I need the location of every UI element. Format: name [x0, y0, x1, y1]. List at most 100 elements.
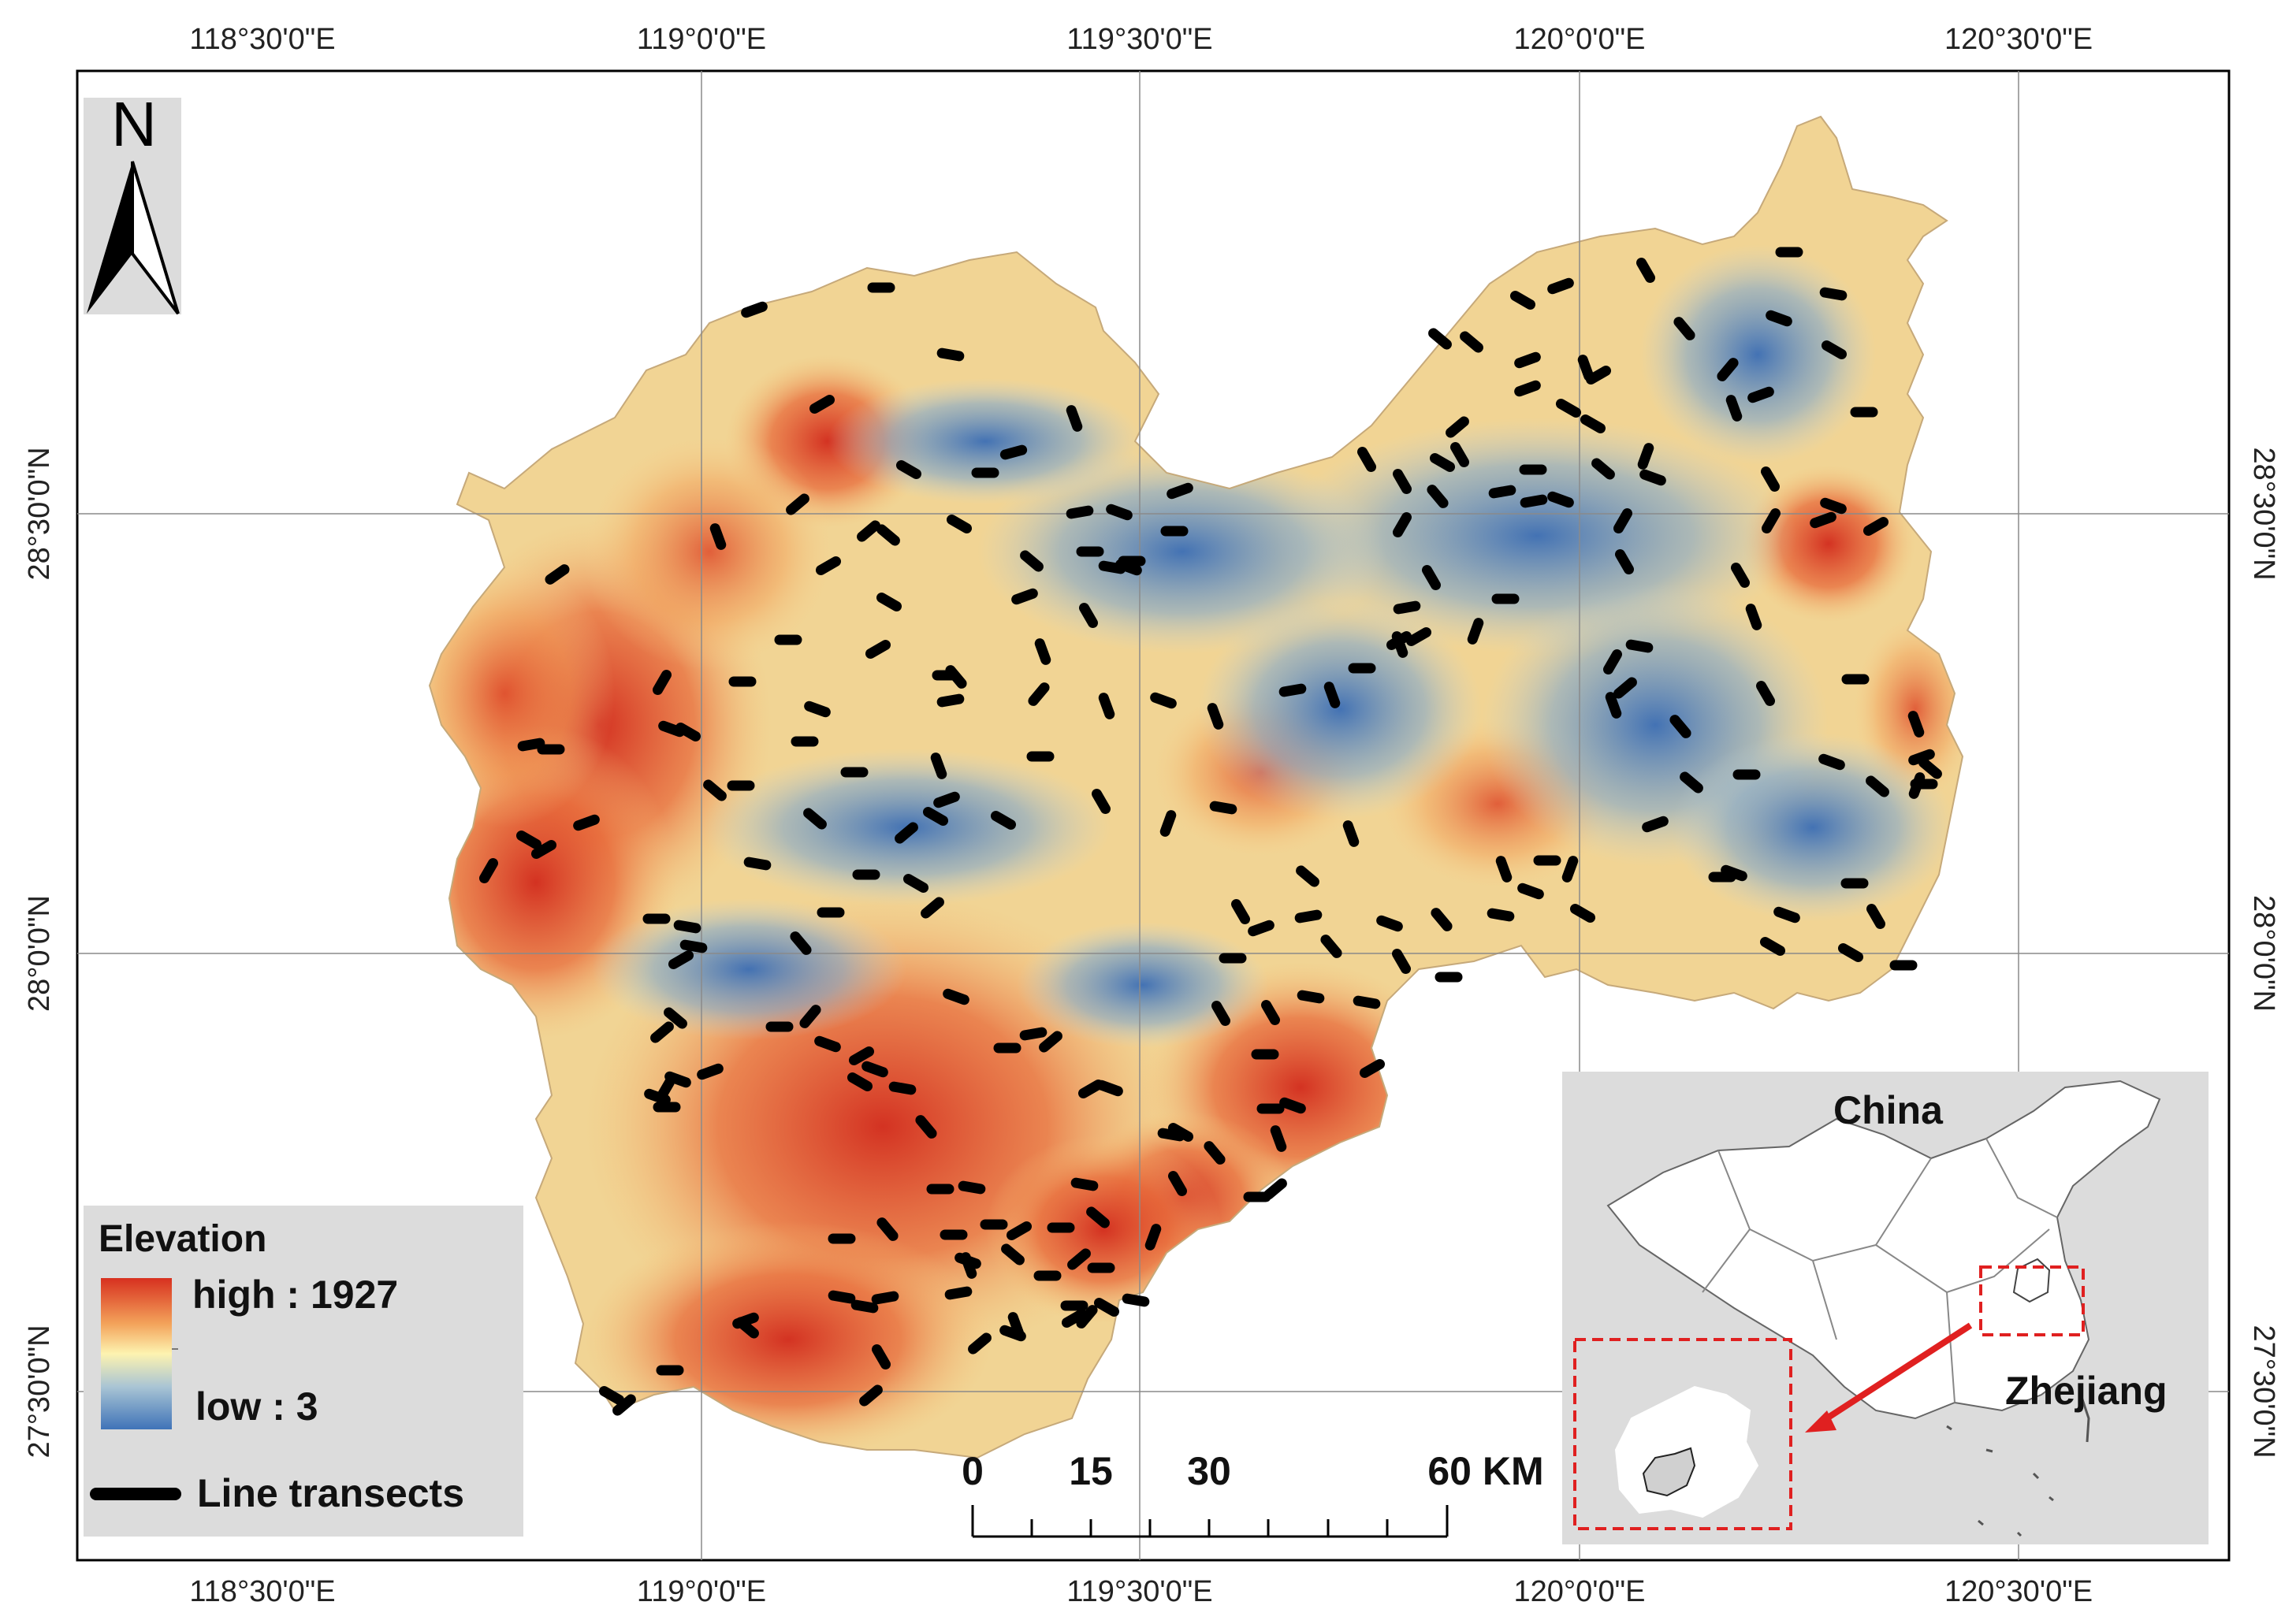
zhejiang-shape-small: [2012, 1258, 2051, 1303]
transect-mark: [786, 493, 809, 515]
transect-mark: [804, 701, 831, 718]
low-elevation-zone: [977, 449, 1387, 654]
transect-mark: [1405, 627, 1432, 646]
lat-label: 28°30'0"N: [23, 447, 56, 580]
transect-mark: [1721, 864, 1747, 882]
transect-mark: [815, 556, 842, 575]
transect-mark: [990, 811, 1017, 830]
transect-mark: [709, 523, 727, 550]
transect-mark: [656, 1076, 675, 1103]
transect-mark: [679, 939, 708, 953]
transect-mark: [664, 1007, 687, 1029]
scale-label: 30: [1187, 1449, 1231, 1493]
transect-mark: [1294, 909, 1323, 923]
transect-mark: [1862, 517, 1889, 536]
lat-label: 28°0'0"N: [2247, 895, 2280, 1012]
transect-mark: [828, 1290, 856, 1304]
transect-mark: [1908, 749, 1935, 766]
transect-mark: [865, 640, 891, 659]
transect-mark: [1393, 511, 1412, 538]
transect-mark: [1427, 485, 1449, 508]
transect-mark: [673, 920, 701, 934]
transect-mark: [1450, 441, 1469, 468]
transect-mark: [1766, 310, 1792, 327]
zoom-box: [1573, 1338, 1792, 1530]
transect-mark: [968, 1332, 992, 1355]
transect-mark: [545, 564, 570, 585]
transect-mark: [1547, 277, 1574, 295]
scale-label: 60 KM: [1427, 1449, 1543, 1493]
transect-mark: [936, 347, 965, 362]
transect-mark: [930, 753, 947, 779]
lon-label: 119°30'0"E: [1066, 1575, 1212, 1608]
low-elevation-zone: [591, 898, 906, 1040]
transect-mark: [1625, 639, 1654, 653]
transect-mark: [1207, 703, 1224, 730]
transect-mark: [1495, 856, 1513, 883]
transect-mark: [743, 857, 772, 871]
legend-transect-label: Line transects: [197, 1471, 464, 1515]
transect-mark: [871, 1291, 899, 1305]
legend-high-label: high : 1927: [192, 1273, 398, 1317]
transect-mark: [1342, 820, 1360, 847]
lat-label: 27°30'0"N: [2247, 1325, 2280, 1458]
transect-mark: [876, 593, 902, 611]
transect-mark: [1637, 443, 1654, 470]
transect-mark: [1263, 1178, 1287, 1200]
transect-mark: [847, 1072, 873, 1091]
transect-mark: [1517, 883, 1544, 900]
transect-mark: [1773, 906, 1800, 923]
legend-title: Elevation: [99, 1218, 266, 1260]
transect-mark: [933, 791, 960, 808]
transect-mark: [1820, 497, 1847, 515]
transect-mark: [1866, 903, 1885, 930]
transect-mark: [658, 720, 685, 738]
transect-mark: [1725, 395, 1743, 422]
legend-low-label: low : 3: [195, 1384, 318, 1429]
transect-mark: [515, 831, 542, 849]
transect-mark: [1028, 682, 1050, 706]
transect-mark: [1907, 711, 1925, 738]
transect-mark: [1585, 366, 1612, 385]
transect-mark: [1167, 482, 1193, 500]
inset-map: China Zhejiang: [1562, 1072, 2209, 1544]
transect-mark: [1467, 618, 1484, 645]
transect-mark: [936, 693, 965, 708]
transect-mark: [1296, 865, 1319, 887]
transect-mark: [1821, 340, 1848, 359]
transect-mark: [1209, 801, 1237, 815]
transect-mark: [888, 1081, 917, 1095]
low-elevation-zone: [828, 378, 1143, 504]
transect-mark: [1392, 948, 1411, 975]
transect-mark: [1759, 937, 1786, 956]
transect-mark: [653, 669, 672, 696]
transect-mark: [741, 301, 768, 318]
transect-mark: [1066, 405, 1083, 432]
transect-mark: [921, 897, 944, 919]
transect-mark: [1144, 1224, 1162, 1251]
transect-mark: [1561, 856, 1579, 883]
transect-mark: [809, 394, 835, 414]
transect-mark: [1359, 1059, 1386, 1078]
north-letter: N: [111, 89, 157, 159]
transect-mark: [895, 460, 922, 479]
transect-mark: [1297, 990, 1325, 1004]
transect-mark: [1167, 1123, 1194, 1142]
transect-mark: [1007, 1312, 1025, 1339]
transect-mark: [697, 1063, 724, 1080]
transect-mark: [1386, 631, 1412, 650]
transect-mark: [1019, 1027, 1048, 1041]
transect-mark: [857, 520, 880, 542]
transect-mark: [1580, 414, 1606, 433]
transect-mark: [1106, 504, 1133, 521]
mid-elevation-zone: [583, 433, 835, 670]
transect-mark: [1093, 1298, 1120, 1317]
transect-mark: [799, 1005, 821, 1028]
transect-mark: [1745, 604, 1762, 630]
transect-mark: [1460, 331, 1483, 353]
transect-mark: [1168, 1170, 1187, 1197]
transect-mark: [1039, 1031, 1062, 1053]
elevation-ramp: [101, 1278, 172, 1429]
low-elevation-zone: [1639, 244, 1876, 465]
